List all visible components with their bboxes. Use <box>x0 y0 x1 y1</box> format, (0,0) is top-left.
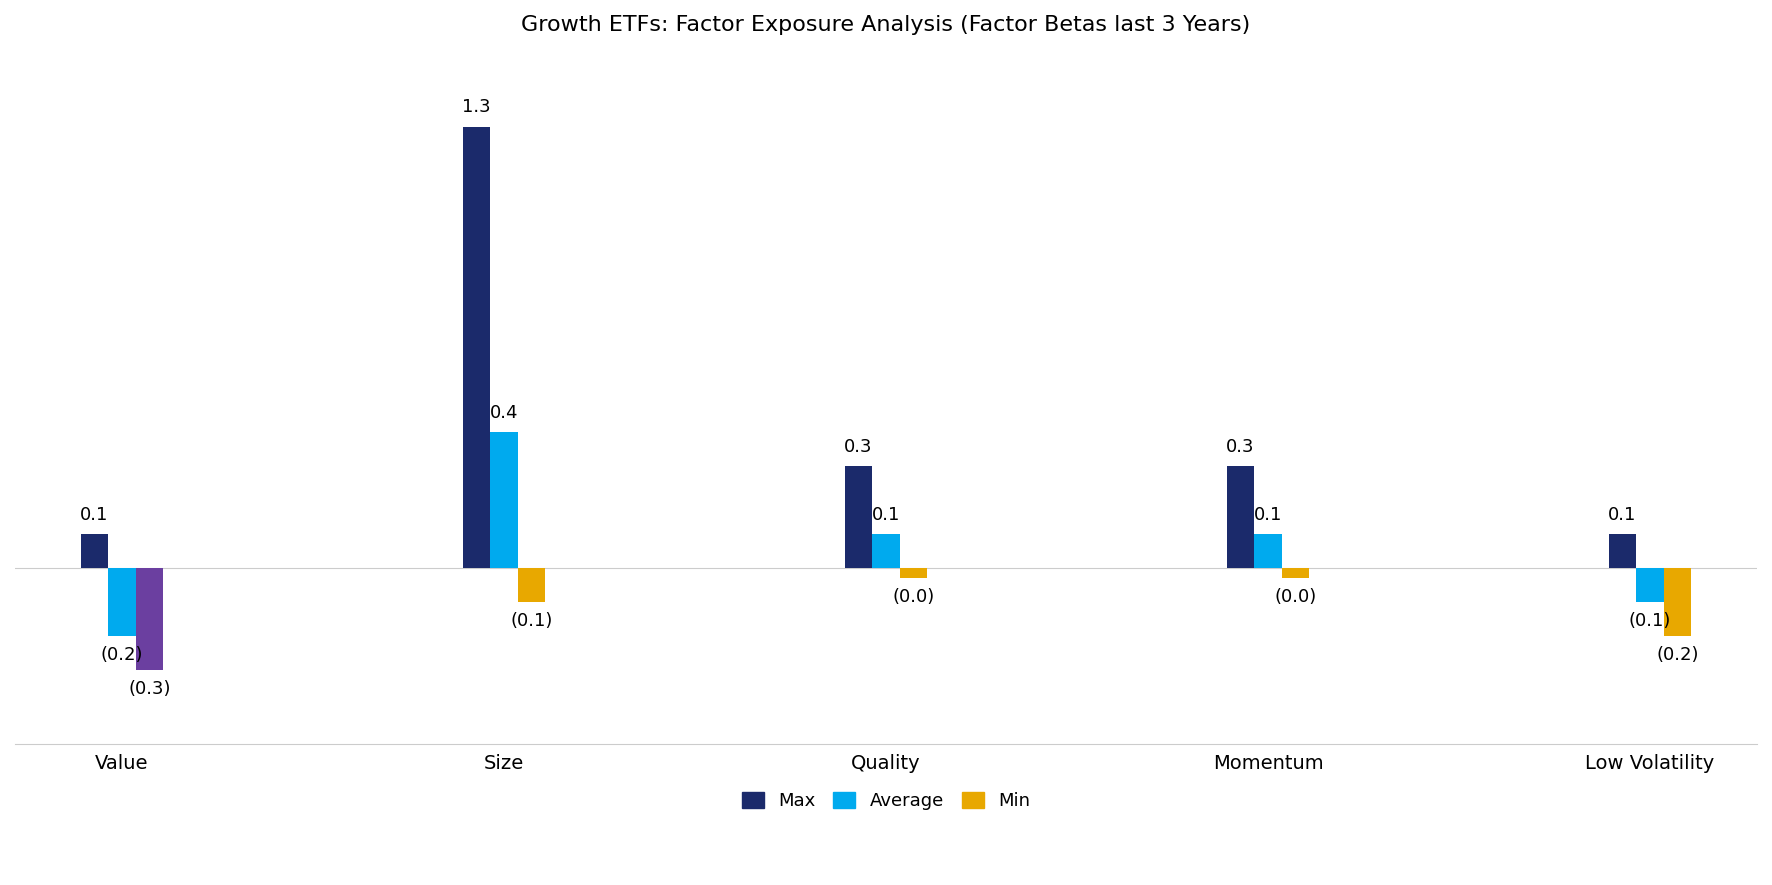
Bar <box>1255 534 1281 567</box>
Bar <box>845 466 872 567</box>
Text: 0.3: 0.3 <box>843 438 874 456</box>
Title: Growth ETFs: Factor Exposure Analysis (Factor Betas last 3 Years): Growth ETFs: Factor Exposure Analysis (F… <box>521 15 1251 35</box>
Bar <box>1636 567 1664 602</box>
Text: 0.1: 0.1 <box>80 505 108 524</box>
Bar <box>1226 466 1255 567</box>
Bar <box>462 127 491 567</box>
Text: (0.1): (0.1) <box>510 612 553 630</box>
Text: (0.2): (0.2) <box>1657 646 1699 664</box>
Text: (0.1): (0.1) <box>1628 612 1671 630</box>
Bar <box>1281 567 1310 578</box>
Bar <box>82 534 108 567</box>
Text: 0.3: 0.3 <box>1226 438 1255 456</box>
Bar <box>872 534 900 567</box>
Text: 1.3: 1.3 <box>462 98 491 117</box>
Bar <box>108 567 136 635</box>
Text: 0.1: 0.1 <box>1255 505 1283 524</box>
Text: (0.2): (0.2) <box>101 646 144 664</box>
Text: 0.1: 0.1 <box>872 505 900 524</box>
Legend: Max, Average, Min: Max, Average, Min <box>735 785 1037 818</box>
Bar <box>517 567 546 602</box>
Text: (0.0): (0.0) <box>1274 588 1317 606</box>
Text: 0.4: 0.4 <box>489 404 517 422</box>
Bar <box>1609 534 1636 567</box>
Text: (0.0): (0.0) <box>893 588 934 606</box>
Text: 0.1: 0.1 <box>1609 505 1637 524</box>
Bar <box>136 567 163 670</box>
Bar <box>900 567 927 578</box>
Text: (0.3): (0.3) <box>128 680 170 697</box>
Bar <box>1664 567 1690 635</box>
Bar <box>491 432 517 567</box>
